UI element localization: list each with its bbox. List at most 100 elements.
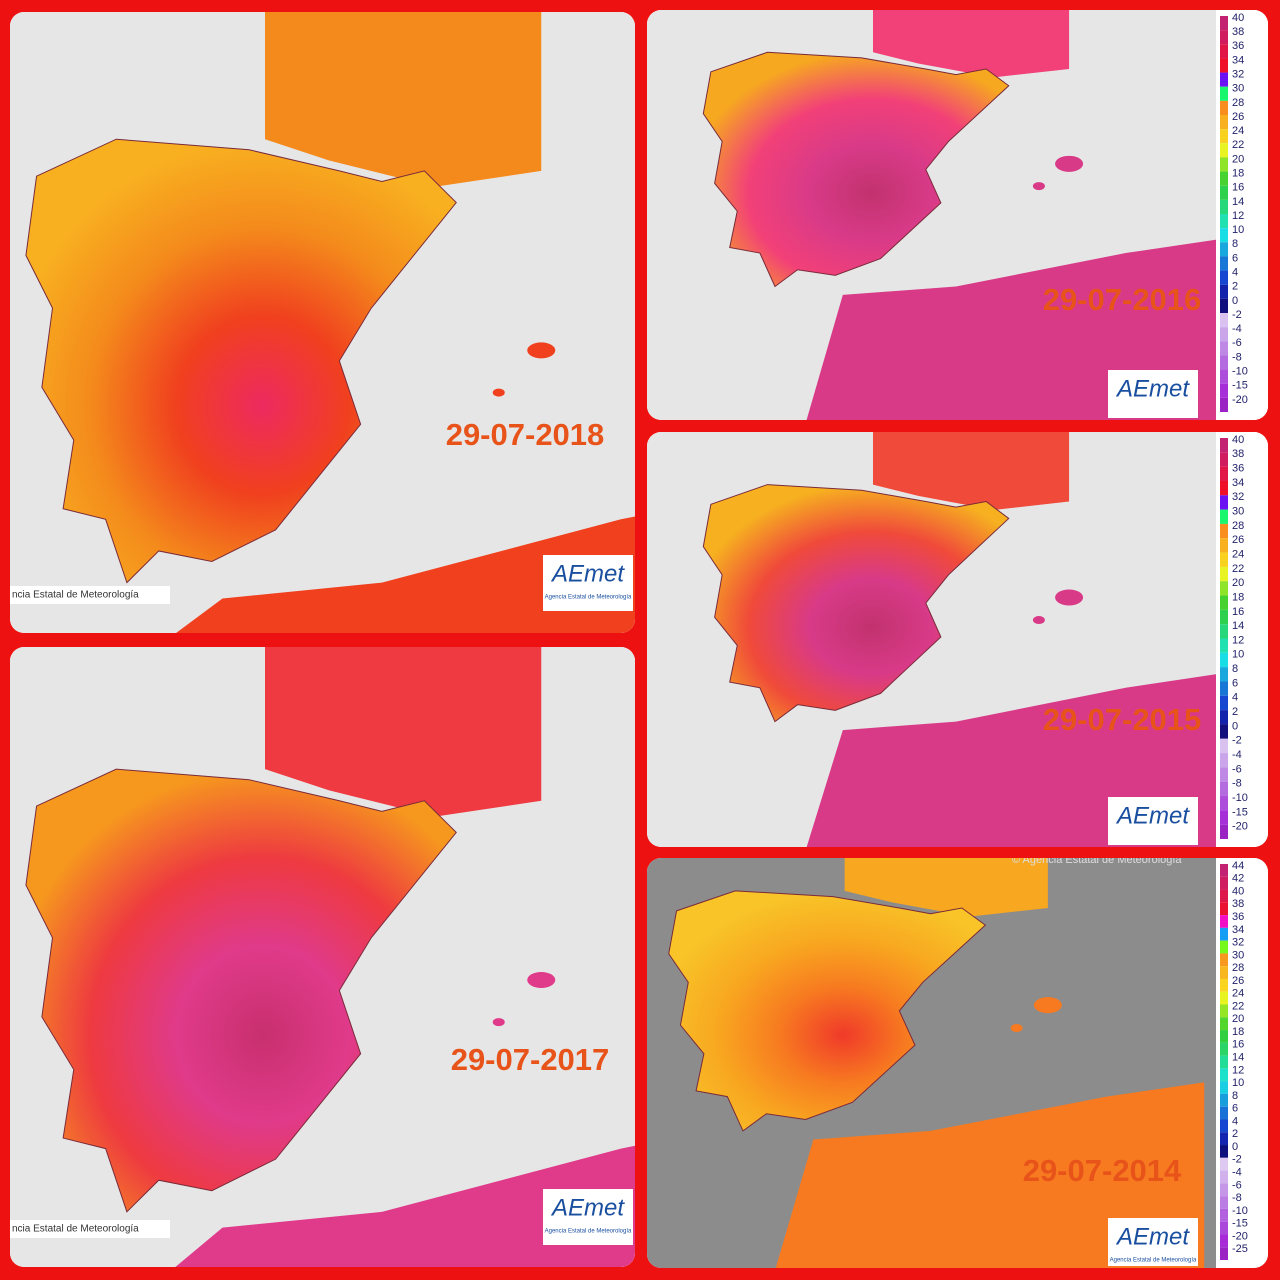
- scale-label: -8: [1232, 1192, 1242, 1204]
- scale-swatch: [1220, 270, 1228, 285]
- scale-label: 42: [1232, 873, 1244, 885]
- scale-swatch: [1220, 624, 1228, 639]
- scale-swatch: [1220, 383, 1228, 398]
- scale-label: -6: [1232, 337, 1242, 349]
- logo-box: [543, 1189, 633, 1245]
- scale-label: -20: [1232, 821, 1248, 833]
- balearic: [492, 1018, 505, 1027]
- logo-box: [1108, 1218, 1198, 1266]
- scale-label: -8: [1232, 778, 1242, 790]
- scale-swatch: [1220, 30, 1228, 45]
- scale-label: 18: [1232, 591, 1244, 603]
- scale-swatch: [1220, 1004, 1228, 1018]
- scale-swatch: [1220, 1132, 1228, 1146]
- scale-swatch: [1220, 1093, 1228, 1107]
- scale-swatch: [1220, 824, 1228, 839]
- scale-label: 12: [1232, 1064, 1244, 1076]
- scale-label: 32: [1232, 491, 1244, 503]
- logo-subtitle: Agencia Estatal de Meteorología: [545, 595, 632, 601]
- scale-label: -6: [1232, 1179, 1242, 1191]
- scale-label: 12: [1232, 210, 1244, 222]
- scale-label: 0: [1232, 1141, 1238, 1153]
- scale-label: 20: [1232, 577, 1244, 589]
- scale-label: 36: [1232, 463, 1244, 475]
- scale-label: 18: [1232, 167, 1244, 179]
- scale-label: 2: [1232, 1128, 1238, 1140]
- scale-label: 16: [1232, 606, 1244, 618]
- scale-swatch: [1220, 609, 1228, 625]
- copyright: © Agencia Estatal de Meteorología: [1012, 858, 1182, 866]
- map-panel: 29-07-2015 AEmet 40 38 36 34 32 30 28 26 24 22 20 18 1…: [647, 432, 1268, 847]
- scale-swatch: [1220, 1247, 1228, 1260]
- balearic: [527, 971, 556, 988]
- logo: AEmet: [1115, 375, 1190, 402]
- scale-label: 22: [1232, 139, 1244, 151]
- map-panel: 29-07-2018 ncia Estatal de Meteorología AE…: [10, 12, 635, 633]
- scale-swatch: [1220, 953, 1228, 967]
- scale-swatch: [1220, 927, 1228, 941]
- scale-label: 10: [1232, 649, 1244, 661]
- scale-label: -2: [1232, 1154, 1242, 1166]
- scale-swatch: [1220, 1030, 1228, 1043]
- scale-swatch: [1220, 284, 1228, 299]
- scale-swatch: [1220, 991, 1228, 1005]
- scale-swatch: [1220, 256, 1228, 271]
- balearic: [527, 342, 556, 359]
- scale-label: -20: [1232, 394, 1248, 406]
- scale-swatch: [1220, 129, 1228, 144]
- agency-box: [10, 586, 170, 604]
- scale-label: -4: [1232, 749, 1242, 761]
- scale-swatch: [1220, 710, 1228, 725]
- scale-swatch: [1220, 143, 1228, 158]
- scale-label: 8: [1232, 1090, 1238, 1102]
- scale-swatch: [1220, 369, 1228, 384]
- scale-label: 16: [1232, 182, 1244, 194]
- france: [872, 10, 1070, 78]
- date-label: 29-07-2014: [1023, 1153, 1182, 1188]
- agency-label: ncia Estatal de Meteorología: [12, 590, 139, 601]
- scale-label: 12: [1232, 634, 1244, 646]
- balearic: [1032, 182, 1045, 191]
- logo-box: [543, 555, 633, 611]
- scale-swatch: [1220, 781, 1228, 797]
- logo: AEmet: [1115, 802, 1190, 829]
- scale-swatch: [1220, 341, 1228, 356]
- map: 29-07-2015AEmet4038363432302826242220181…: [647, 432, 1268, 847]
- balearic: [1033, 997, 1062, 1014]
- scale-swatch: [1220, 397, 1228, 412]
- scale-label: 10: [1232, 224, 1244, 236]
- africa: [176, 516, 635, 633]
- france: [265, 12, 542, 187]
- scale-label: 18: [1232, 1026, 1244, 1038]
- scale-label: -6: [1232, 763, 1242, 775]
- scale-label: 30: [1232, 506, 1244, 518]
- scale-swatch: [1220, 753, 1228, 768]
- scale-swatch: [1220, 1234, 1228, 1248]
- scale-swatch: [1220, 228, 1228, 243]
- iberia: [702, 484, 1010, 723]
- scale-label: 36: [1232, 911, 1244, 923]
- scale-swatch: [1220, 242, 1228, 257]
- scale-swatch: [1220, 1119, 1228, 1133]
- scale-swatch: [1220, 1081, 1228, 1094]
- scale-swatch: [1220, 452, 1228, 467]
- scale-label: 40: [1232, 12, 1244, 24]
- scale-swatch: [1220, 940, 1228, 954]
- scale-swatch: [1220, 767, 1228, 782]
- scale-swatch: [1220, 902, 1228, 916]
- scale-label: 10: [1232, 1077, 1244, 1089]
- map: 29-07-2014 © Agencia Estatal de Meteorolo…: [647, 858, 1268, 1268]
- scale-label: -15: [1232, 1218, 1248, 1230]
- scale-label: 8: [1232, 238, 1238, 250]
- map: 29-07-2016AEmet4038363432302826242220181…: [647, 10, 1268, 420]
- logo-subtitle: Agencia Estatal de Meteorología: [545, 1229, 632, 1235]
- scale-label: 22: [1232, 563, 1244, 575]
- france: [872, 432, 1070, 510]
- scale-label: 2: [1232, 706, 1238, 718]
- scale-label: -15: [1232, 806, 1248, 818]
- scale-swatch: [1220, 810, 1228, 825]
- scale-swatch: [1220, 581, 1228, 596]
- scale-label: 20: [1232, 1013, 1244, 1025]
- scale-swatch: [1220, 72, 1228, 87]
- scale-label: 6: [1232, 1103, 1238, 1115]
